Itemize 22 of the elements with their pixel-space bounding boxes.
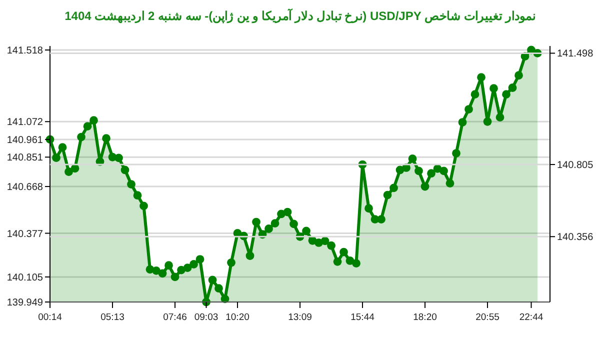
x-tick-label: 07:46 <box>163 312 187 323</box>
y-tick-label: 141.518 <box>6 46 44 56</box>
y-tick-label: 141.072 <box>6 117 44 128</box>
y-tick-label: 140.668 <box>6 182 44 194</box>
y2-tick-label: 141.498 <box>557 48 594 60</box>
y-tick-label: 140.105 <box>6 272 44 284</box>
x-tick-label: 09:03 <box>194 312 218 323</box>
x-tick-label: 13:09 <box>288 312 312 323</box>
x-tick-label: 05:13 <box>100 312 124 323</box>
x-tick-label: 18:20 <box>413 312 437 323</box>
y-tick-label: 139.949 <box>6 298 44 308</box>
y-tick-label: 140.851 <box>6 152 44 164</box>
chart-title: نمودار تغییرات شاخص USD/JPY (نرخ تبادل دلار آمریکا و ین ژاپن)- سه شنبه 2 اردیبهشت 1404 <box>64 7 536 24</box>
x-tick-label: 10:20 <box>226 312 250 323</box>
y-tick-label: 140.961 <box>6 134 44 146</box>
y-tick-label: 140.377 <box>6 228 44 240</box>
x-tick-label: 20:55 <box>476 312 500 323</box>
y2-tick-label: 140.805 <box>557 160 594 172</box>
x-tick-label: 15:44 <box>350 312 374 323</box>
x-tick-label: 00:14 <box>38 312 62 323</box>
x-tick-label: 22:44 <box>519 312 544 323</box>
y2-tick-label: 140.356 <box>557 232 594 244</box>
